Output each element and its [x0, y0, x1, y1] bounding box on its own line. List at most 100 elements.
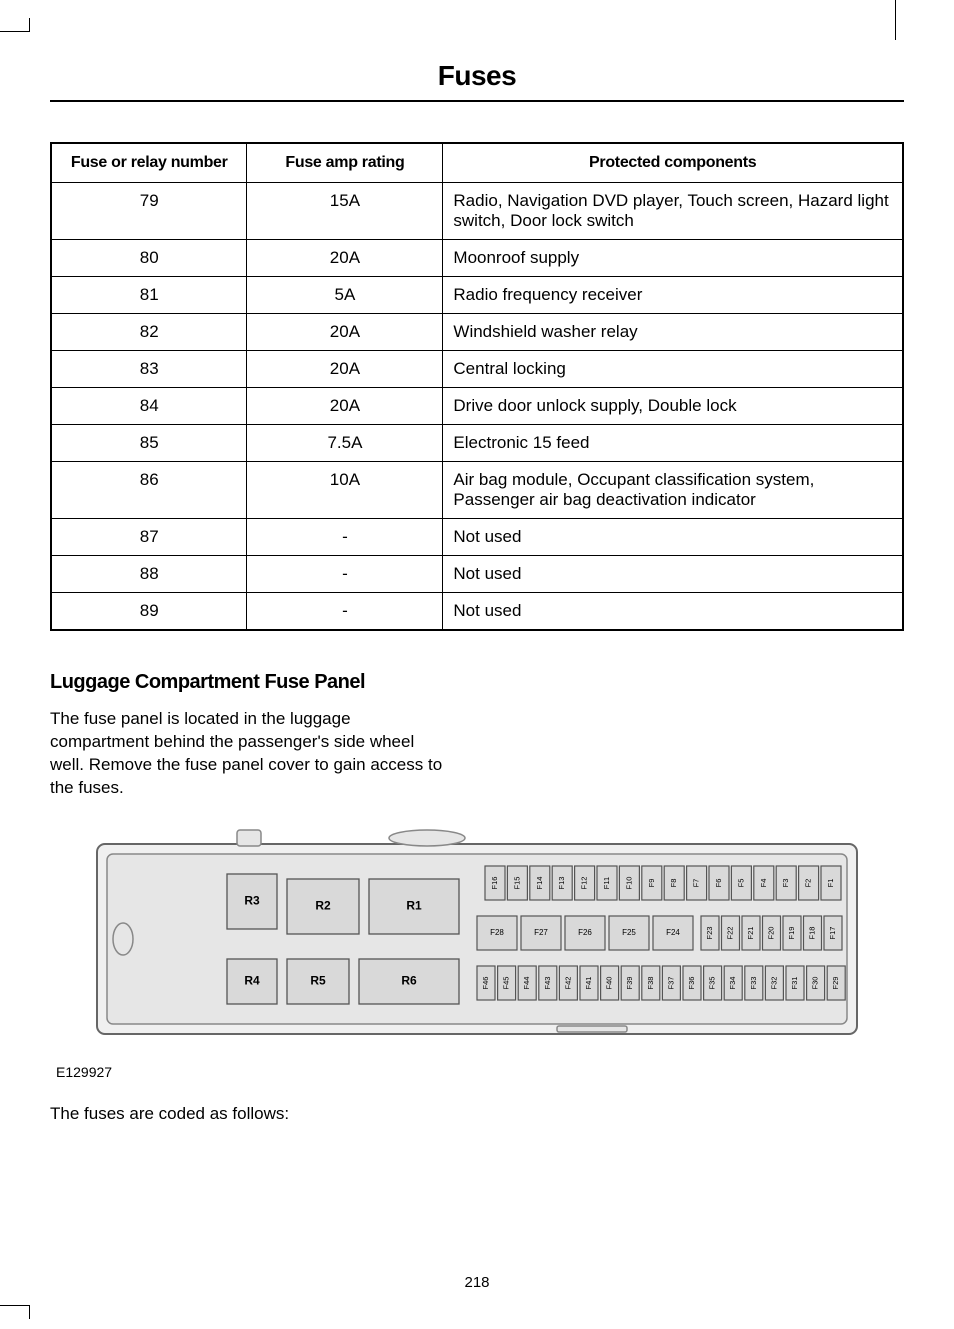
cell-number: 80	[51, 240, 247, 277]
cell-amp: 10A	[247, 462, 443, 519]
fuse-label: F23	[705, 926, 714, 939]
fuse-panel-diagram: R3R2R1R4R5R6 F16F15F14F13F12F11F10F9F8F7…	[50, 824, 904, 1054]
cell-amp: 7.5A	[247, 425, 443, 462]
cell-protected: Electronic 15 feed	[443, 425, 903, 462]
cell-protected: Air bag module, Occupant classification …	[443, 462, 903, 519]
cell-amp: 20A	[247, 351, 443, 388]
cell-number: 82	[51, 314, 247, 351]
page-number: 218	[0, 1274, 954, 1291]
table-row: 87-Not used	[51, 519, 903, 556]
fuse-label: F26	[578, 928, 592, 937]
cell-number: 79	[51, 183, 247, 240]
fuse-label: F46	[481, 976, 490, 989]
diagram-caption: E129927	[56, 1064, 904, 1080]
fuse-label: F35	[708, 976, 717, 989]
cell-protected: Central locking	[443, 351, 903, 388]
cell-protected: Not used	[443, 556, 903, 593]
fuse-label: F29	[831, 976, 840, 989]
fuse-label: F21	[746, 926, 755, 939]
cell-protected: Radio, Navigation DVD player, Touch scre…	[443, 183, 903, 240]
cell-protected: Windshield washer relay	[443, 314, 903, 351]
fuse-label: F17	[828, 926, 837, 939]
cell-amp: 20A	[247, 240, 443, 277]
cell-amp: 20A	[247, 388, 443, 425]
fuse-label: F34	[728, 976, 737, 989]
fuse-label: F30	[811, 976, 820, 989]
fuse-label: F40	[605, 976, 614, 989]
cell-amp: -	[247, 519, 443, 556]
cell-number: 89	[51, 593, 247, 631]
fuse-label: F2	[804, 878, 813, 887]
relay-label: R4	[244, 973, 260, 987]
cell-amp: -	[247, 556, 443, 593]
fuse-label: F11	[602, 877, 611, 889]
cell-amp: -	[247, 593, 443, 631]
cell-number: 87	[51, 519, 247, 556]
fuse-label: F1	[826, 878, 835, 887]
fuse-label: F24	[666, 928, 680, 937]
fuse-label: F38	[646, 976, 655, 989]
table-row: 88-Not used	[51, 556, 903, 593]
table-row: 8220AWindshield washer relay	[51, 314, 903, 351]
fuse-label: F3	[781, 878, 790, 887]
table-row: 815ARadio frequency receiver	[51, 277, 903, 314]
fuse-label: F13	[557, 876, 566, 889]
fuse-label: F14	[535, 876, 544, 889]
fuse-label: F33	[749, 976, 758, 989]
section-body: The fuse panel is located in the luggage…	[50, 708, 450, 800]
fuse-label: F4	[759, 878, 768, 887]
cell-number: 83	[51, 351, 247, 388]
fuse-label: F41	[584, 976, 593, 989]
fuse-label: F31	[790, 976, 799, 989]
fuse-label: F10	[624, 876, 633, 889]
fuse-label: F27	[534, 928, 548, 937]
table-row: 8320ACentral locking	[51, 351, 903, 388]
fuse-label: F19	[787, 926, 796, 939]
table-row: 8020AMoonroof supply	[51, 240, 903, 277]
fusebox-svg: R3R2R1R4R5R6 F16F15F14F13F12F11F10F9F8F7…	[77, 824, 877, 1054]
fuse-label: F8	[669, 878, 678, 887]
cell-protected: Moonroof supply	[443, 240, 903, 277]
crop-mark	[0, 1305, 30, 1319]
cell-protected: Radio frequency receiver	[443, 277, 903, 314]
fuse-label: F20	[766, 926, 775, 939]
fuse-label: F16	[490, 876, 499, 889]
table-row: 857.5AElectronic 15 feed	[51, 425, 903, 462]
fuse-label: F22	[725, 926, 734, 939]
fuse-label: F36	[687, 976, 696, 989]
cell-number: 84	[51, 388, 247, 425]
fuse-label: F9	[647, 878, 656, 887]
fuse-label: F39	[625, 976, 634, 989]
fuse-label: F44	[522, 976, 531, 989]
fuse-label: F15	[512, 876, 521, 889]
fuse-label: F5	[736, 878, 745, 887]
cell-number: 81	[51, 277, 247, 314]
fuse-label: F28	[490, 928, 504, 937]
cell-number: 85	[51, 425, 247, 462]
crop-mark	[895, 0, 897, 40]
fuse-table: Fuse or relay number Fuse amp rating Pro…	[50, 142, 904, 631]
relay-label: R6	[401, 973, 417, 987]
cell-protected: Not used	[443, 519, 903, 556]
fuse-label: F7	[692, 878, 701, 887]
col-header-amp: Fuse amp rating	[247, 143, 443, 183]
section-body2: The fuses are coded as follows:	[50, 1104, 904, 1124]
fuse-label: F18	[807, 926, 816, 939]
crop-mark	[0, 18, 30, 32]
relay-label: R3	[244, 893, 260, 907]
table-row: 8420ADrive door unlock supply, Double lo…	[51, 388, 903, 425]
cell-amp: 5A	[247, 277, 443, 314]
fuse-label: F37	[666, 976, 675, 989]
cell-protected: Not used	[443, 593, 903, 631]
fuse-label: F43	[543, 976, 552, 989]
cell-amp: 15A	[247, 183, 443, 240]
cell-amp: 20A	[247, 314, 443, 351]
cell-number: 86	[51, 462, 247, 519]
cell-number: 88	[51, 556, 247, 593]
fuse-label: F42	[563, 976, 572, 989]
fuse-label: F32	[769, 976, 778, 989]
section-heading: Luggage Compartment Fuse Panel	[50, 671, 904, 694]
fuse-label: F6	[714, 878, 723, 887]
fuse-label: F12	[580, 876, 589, 889]
col-header-protected: Protected components	[443, 143, 903, 183]
